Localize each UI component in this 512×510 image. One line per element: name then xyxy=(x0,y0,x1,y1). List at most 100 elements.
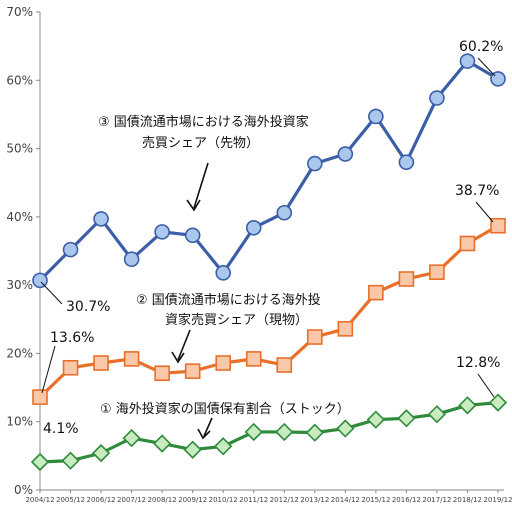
data-point xyxy=(215,265,231,281)
annotation-spot-arrowhead xyxy=(171,351,185,364)
data-point xyxy=(276,357,293,373)
x-axis-ticks: 2004/12 2005/12 2006/12 2007/12 2008/12 2009/… xyxy=(25,490,512,504)
series-2 xyxy=(32,217,506,405)
annotation-spot-line2: 資家売買シェア（現物） xyxy=(165,312,308,328)
x-tick-label: 2016/12 xyxy=(392,496,421,504)
y-tick-label: 60% xyxy=(6,73,33,87)
data-point xyxy=(276,204,293,221)
x-tick-label: 2004/12 xyxy=(25,496,54,504)
series-line xyxy=(38,224,499,399)
x-tick-label: 2006/12 xyxy=(87,496,116,504)
data-point xyxy=(459,53,476,69)
data-point xyxy=(32,272,48,289)
value-label-spot-start-leader xyxy=(41,345,56,394)
data-point xyxy=(62,359,79,376)
data-point xyxy=(123,351,140,367)
series-1 xyxy=(32,53,506,289)
y-tick-label: 70% xyxy=(6,5,33,19)
annotation-stock-arrow xyxy=(203,417,213,437)
annotation-futures-arrow xyxy=(193,162,209,209)
data-point xyxy=(214,437,233,456)
value-label-futures-end: 60.2% xyxy=(459,39,503,55)
data-point xyxy=(30,452,50,472)
annotation-spot-line1: ② 国債流通市場における海外投 xyxy=(136,292,321,308)
annotation-futures-arrowhead xyxy=(186,199,201,212)
data-point xyxy=(306,155,323,172)
x-tick-label: 2018/12 xyxy=(453,496,482,504)
data-point xyxy=(458,396,477,415)
data-point xyxy=(62,241,79,258)
data-point xyxy=(244,422,263,442)
data-point xyxy=(215,355,231,371)
series-line xyxy=(39,401,499,464)
x-tick-label: 2013/12 xyxy=(300,496,329,504)
data-point xyxy=(368,108,384,125)
data-point xyxy=(154,224,170,240)
y-tick-label: 10% xyxy=(6,415,33,429)
value-label-stock-end: 12.8% xyxy=(456,355,500,371)
data-point xyxy=(183,440,202,459)
data-point xyxy=(397,409,416,428)
series-layer xyxy=(30,53,508,472)
data-point xyxy=(306,329,323,345)
y-axis-ticks: 0% 10% 20% 30% 40% 50% 60% 70% xyxy=(6,5,40,497)
annotation-futures-line1: ③ 国債流通市場における海外投資家 xyxy=(98,114,309,130)
data-point xyxy=(336,419,355,438)
x-tick-label: 2010/12 xyxy=(209,496,238,504)
series-line xyxy=(38,59,499,282)
x-tick-label: 2007/12 xyxy=(117,496,146,504)
chart-axes xyxy=(39,12,504,491)
data-point xyxy=(305,423,324,442)
data-point xyxy=(275,422,294,442)
data-point xyxy=(245,219,262,236)
data-point xyxy=(61,451,80,470)
data-point xyxy=(122,428,141,448)
y-tick-label: 20% xyxy=(6,346,33,360)
x-tick-label: 2014/12 xyxy=(331,496,360,504)
x-tick-label: 2011/12 xyxy=(239,496,268,504)
data-point xyxy=(184,227,201,244)
annotation-stock-line: ① 海外投資家の国債保有割合（ストック） xyxy=(100,401,350,417)
x-tick-label: 2005/12 xyxy=(56,496,85,504)
data-point xyxy=(398,154,415,171)
x-tick-label: 2019/12 xyxy=(483,496,512,504)
value-label-futures-end-leader xyxy=(477,57,496,77)
value-label-spot-end-leader xyxy=(475,201,494,223)
y-tick-label: 50% xyxy=(6,142,33,156)
data-point xyxy=(490,217,506,234)
data-point xyxy=(337,321,354,337)
annotation-futures-line2: 売買シェア（先物） xyxy=(142,135,259,151)
data-point xyxy=(245,351,262,367)
x-tick-label: 2012/12 xyxy=(270,496,299,504)
data-point xyxy=(123,251,140,267)
data-point xyxy=(429,90,445,106)
value-label-futures-start-leader xyxy=(40,281,63,305)
series-3 xyxy=(30,393,508,472)
data-point xyxy=(32,389,48,405)
data-point xyxy=(154,365,170,382)
annotation-spot-arrow xyxy=(177,329,191,361)
value-label-spot-end: 38.7% xyxy=(455,183,499,199)
x-tick-label: 2015/12 xyxy=(361,496,390,504)
x-tick-label: 2009/12 xyxy=(178,496,207,504)
data-point xyxy=(91,443,111,463)
data-point xyxy=(459,235,476,252)
x-tick-label: 2008/12 xyxy=(148,496,177,504)
annotation-stock-arrowhead xyxy=(197,428,211,440)
data-point xyxy=(366,410,385,429)
data-point xyxy=(93,355,109,371)
data-point xyxy=(153,434,172,453)
data-point xyxy=(184,363,201,379)
value-label-futures-start: 30.7% xyxy=(66,299,110,315)
data-point xyxy=(337,146,354,162)
data-point xyxy=(398,271,415,287)
y-tick-label: 30% xyxy=(6,278,33,292)
data-point xyxy=(368,284,384,301)
x-tick-label: 2017/12 xyxy=(422,496,451,504)
value-label-stock-start: 4.1% xyxy=(43,421,79,437)
data-point xyxy=(429,264,445,280)
value-label-stock-end-leader xyxy=(477,373,495,398)
data-point xyxy=(93,211,109,227)
y-tick-label: 40% xyxy=(6,210,33,224)
